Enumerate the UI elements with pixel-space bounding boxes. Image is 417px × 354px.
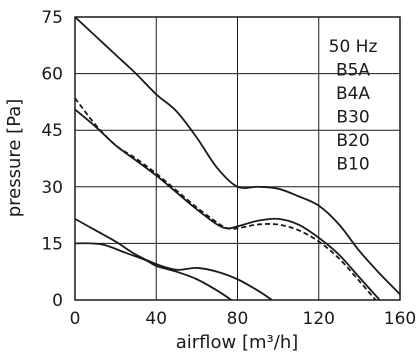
y-tick-label: 30: [41, 178, 63, 198]
legend-entry: 50 Hz: [329, 37, 378, 57]
legend-entry: B10: [336, 155, 369, 175]
legend-entry: B4A: [336, 84, 370, 104]
legend: 50 Hz B5A B4A B30 B20 B10: [329, 37, 378, 175]
y-tick-label: 75: [41, 8, 63, 28]
series-line-4: [74, 218, 273, 301]
legend-entry: B30: [336, 108, 369, 128]
x-tick-label: 80: [227, 309, 249, 329]
x-tick-label: 160: [384, 309, 416, 329]
series-line-2: [74, 97, 377, 301]
series-line-5: [74, 242, 232, 301]
y-tick-label: 15: [41, 234, 63, 254]
series-line-3: [74, 108, 381, 301]
x-tick-label: 40: [145, 309, 167, 329]
y-tick-label: 0: [52, 291, 63, 311]
series-lines: [74, 16, 401, 301]
y-tick-label: 45: [41, 121, 63, 141]
legend-entry: B5A: [336, 61, 370, 81]
x-tick-label: 0: [70, 309, 81, 329]
plot-frame: [74, 16, 401, 301]
legend-entry: B20: [336, 131, 369, 151]
y-axis-title: pressure [Pa]: [4, 99, 25, 218]
y-tick-label: 60: [41, 65, 63, 85]
x-axis-title: airflow [m³/h]: [176, 332, 299, 353]
x-tick-label: 120: [303, 309, 335, 329]
series-line-1: [74, 16, 401, 295]
tick-labels: 0 40 80 120 160 0 15 30 45 60 75: [41, 8, 416, 329]
